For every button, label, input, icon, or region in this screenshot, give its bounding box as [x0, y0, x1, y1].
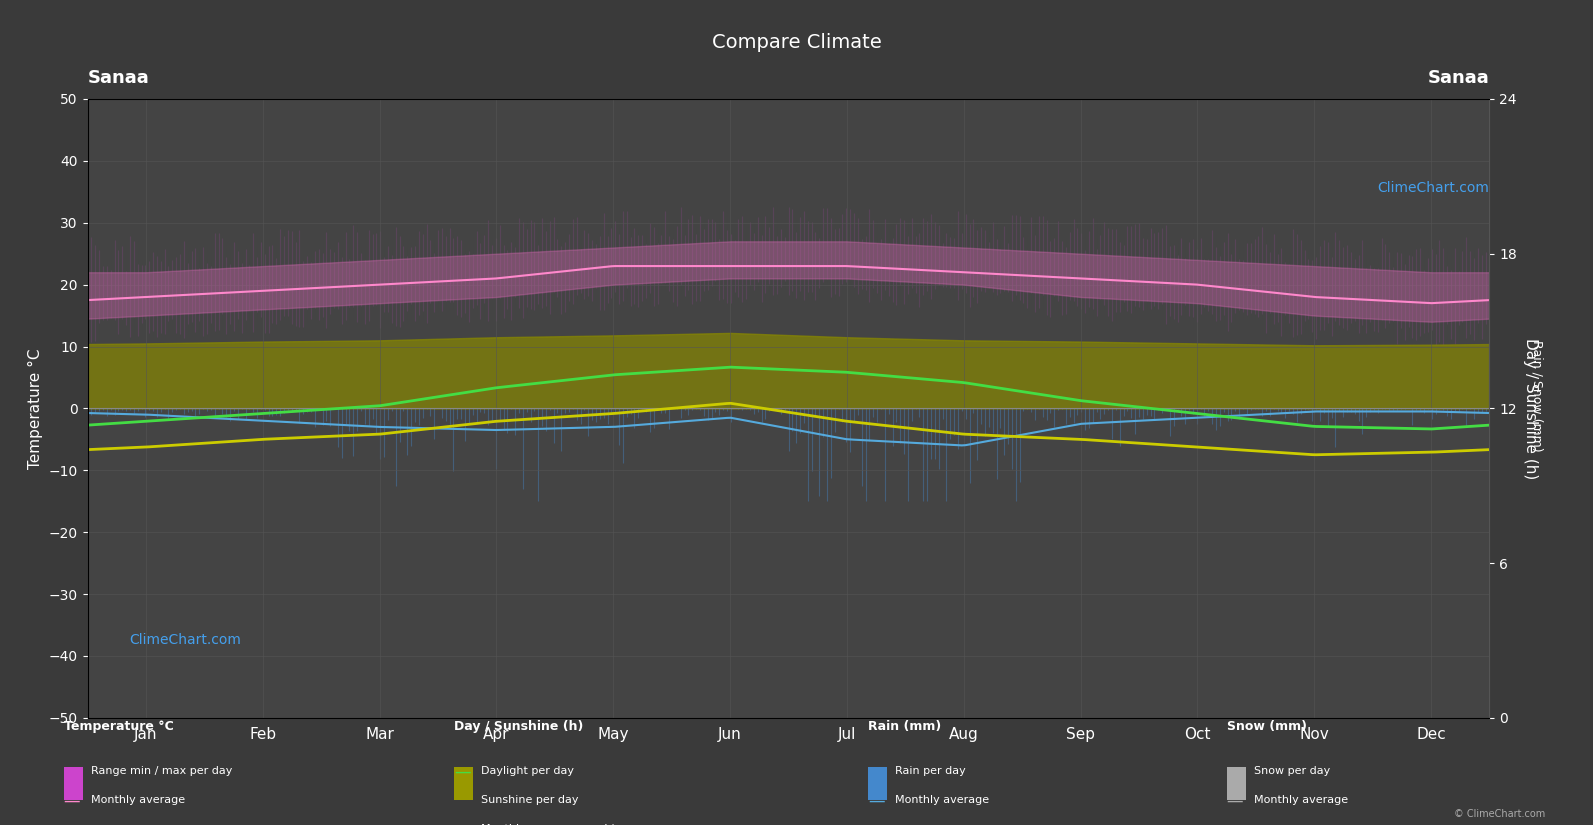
Text: Rain / Snow (mm): Rain / Snow (mm) [1531, 340, 1544, 452]
Y-axis label: Temperature °C: Temperature °C [29, 348, 43, 469]
Text: Snow (mm): Snow (mm) [1227, 720, 1306, 733]
Text: Rain per day: Rain per day [895, 766, 965, 776]
Y-axis label: Day / Sunshine (h): Day / Sunshine (h) [1523, 337, 1537, 479]
Text: Temperature °C: Temperature °C [64, 720, 174, 733]
Text: Monthly average: Monthly average [91, 795, 185, 805]
Text: ClimeChart.com: ClimeChart.com [129, 633, 242, 647]
Text: Sunshine per day: Sunshine per day [481, 795, 578, 805]
Text: Monthly average: Monthly average [895, 795, 989, 805]
Text: Sanaa: Sanaa [1427, 68, 1489, 87]
Text: —: — [64, 791, 80, 809]
Text: Rain (mm): Rain (mm) [868, 720, 941, 733]
Text: Snow per day: Snow per day [1254, 766, 1330, 776]
Text: —: — [868, 791, 884, 809]
Text: —: — [454, 820, 470, 825]
Text: Monthly average sunshine: Monthly average sunshine [481, 824, 629, 825]
Text: Daylight per day: Daylight per day [481, 766, 573, 776]
Text: Range min / max per day: Range min / max per day [91, 766, 233, 776]
Text: Sanaa: Sanaa [88, 68, 150, 87]
Text: Monthly average: Monthly average [1254, 795, 1348, 805]
Text: Compare Climate: Compare Climate [712, 33, 881, 52]
Text: Day / Sunshine (h): Day / Sunshine (h) [454, 720, 583, 733]
Text: ClimeChart.com: ClimeChart.com [1378, 181, 1489, 195]
Text: —: — [1227, 791, 1243, 809]
Text: —: — [454, 762, 470, 780]
Text: © ClimeChart.com: © ClimeChart.com [1454, 808, 1545, 818]
